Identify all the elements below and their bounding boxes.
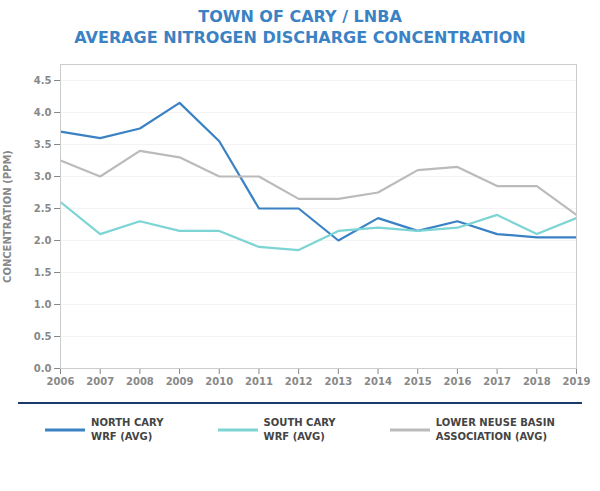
svg-text:2006: 2006 — [47, 376, 75, 387]
html-text:TOWN OF CARY / LNBA: TOWN OF CARY / LNBA — [198, 7, 402, 26]
svg-text:2013: 2013 — [324, 376, 352, 387]
svg-text:2019: 2019 — [563, 376, 591, 387]
html-text:SOUTH CARY WRF (AVG): SOUTH CARY WRF (AVG) — [263, 417, 336, 442]
svg-text:2018: 2018 — [523, 376, 551, 387]
svg-text:2016: 2016 — [444, 376, 472, 387]
svg-text:2.5: 2.5 — [34, 203, 52, 214]
svg-text:2.0: 2.0 — [34, 235, 52, 246]
svg-text:2011: 2011 — [245, 376, 273, 387]
svg-text:3.0: 3.0 — [34, 171, 52, 182]
html-text:AVERAGE NITROGEN DISCHARGE CON: AVERAGE NITROGEN DISCHARGE CONCENTRATION — [74, 28, 526, 47]
svg-text:0.5: 0.5 — [34, 331, 52, 342]
svg-text:3.5: 3.5 — [34, 139, 52, 150]
svg-text:2015: 2015 — [404, 376, 432, 387]
svg-text:4.0: 4.0 — [34, 107, 52, 118]
html-text:NORTH CARY WRF (AVG): NORTH CARY WRF (AVG) — [91, 417, 164, 442]
svg-text:2010: 2010 — [205, 376, 233, 387]
svg-text:2007: 2007 — [86, 376, 114, 387]
svg-text:2008: 2008 — [126, 376, 154, 387]
svg-text:2017: 2017 — [483, 376, 511, 387]
svg-text:CONCENTRATION (PPM): CONCENTRATION (PPM) — [2, 150, 13, 283]
svg-text:4.5: 4.5 — [34, 75, 52, 86]
svg-text:2009: 2009 — [166, 376, 194, 387]
svg-text:2012: 2012 — [285, 376, 313, 387]
svg-text:0.0: 0.0 — [34, 363, 52, 374]
svg-text:2014: 2014 — [364, 376, 392, 387]
svg-text:1.0: 1.0 — [34, 299, 52, 310]
svg-text:1.5: 1.5 — [34, 267, 52, 278]
html-text:LOWER NEUSE BASIN ASSOCIATION: LOWER NEUSE BASIN ASSOCIATION (AVG) — [435, 417, 555, 442]
